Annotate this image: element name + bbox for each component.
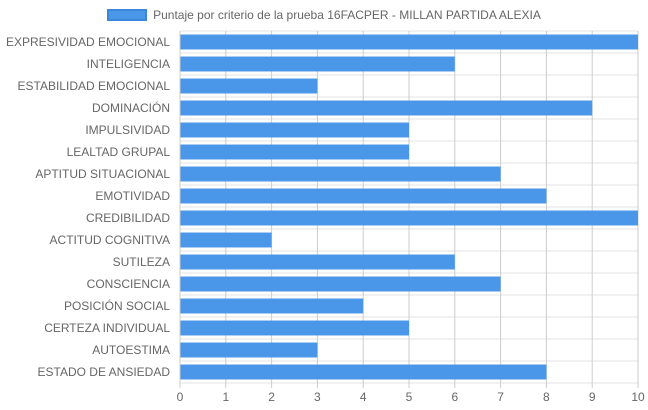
x-tick-label: 6 bbox=[451, 390, 458, 404]
bar[interactable] bbox=[180, 232, 272, 248]
legend[interactable]: Puntaje por criterio de la prueba 16FACP… bbox=[0, 6, 648, 24]
bar[interactable] bbox=[180, 78, 318, 94]
bar[interactable] bbox=[180, 34, 638, 50]
x-tick-label: 0 bbox=[177, 390, 184, 404]
x-tick-label: 7 bbox=[497, 390, 504, 404]
category-label: EXPRESIVIDAD EMOCIONAL bbox=[6, 35, 170, 49]
category-label: POSICIÓN SOCIAL bbox=[64, 298, 170, 313]
category-label: CERTEZA INDIVIDUAL bbox=[44, 321, 170, 335]
category-label: ESTADO DE ANSIEDAD bbox=[38, 365, 171, 379]
bar[interactable] bbox=[180, 276, 501, 292]
bar[interactable] bbox=[180, 188, 547, 204]
bar[interactable] bbox=[180, 122, 409, 138]
bar[interactable] bbox=[180, 364, 547, 380]
category-label: INTELIGENCIA bbox=[87, 57, 170, 71]
x-tick-label: 8 bbox=[543, 390, 550, 404]
bar[interactable] bbox=[180, 342, 318, 358]
category-label: IMPULSIVIDAD bbox=[85, 123, 170, 137]
x-tick-label: 3 bbox=[314, 390, 321, 404]
bar[interactable] bbox=[180, 254, 455, 270]
category-label: CONSCIENCIA bbox=[87, 277, 170, 291]
x-tick-label: 5 bbox=[406, 390, 413, 404]
category-label: DOMINACIÓN bbox=[92, 100, 170, 115]
x-tick-label: 2 bbox=[268, 390, 275, 404]
x-tick-label: 4 bbox=[360, 390, 367, 404]
category-label: ACTITUD COGNITIVA bbox=[50, 233, 170, 247]
bar[interactable] bbox=[180, 298, 364, 314]
category-label: CREDIBILIDAD bbox=[86, 211, 170, 225]
legend-label: Puntaje por criterio de la prueba 16FACP… bbox=[153, 8, 541, 22]
bar[interactable] bbox=[180, 210, 638, 226]
category-label: AUTOESTIMA bbox=[92, 343, 170, 357]
bar[interactable] bbox=[180, 56, 455, 72]
bar[interactable] bbox=[180, 144, 409, 160]
bar[interactable] bbox=[180, 100, 593, 116]
category-label: ESTABILIDAD EMOCIONAL bbox=[18, 79, 171, 93]
category-label: EMOTIVIDAD bbox=[95, 189, 170, 203]
bar[interactable] bbox=[180, 166, 501, 182]
category-label: SUTILEZA bbox=[113, 255, 170, 269]
x-tick-label: 9 bbox=[589, 390, 596, 404]
legend-swatch bbox=[107, 9, 148, 21]
x-tick-label: 1 bbox=[222, 390, 229, 404]
category-label: APTITUD SITUACIONAL bbox=[35, 167, 170, 181]
category-label: LEALTAD GRUPAL bbox=[67, 145, 171, 159]
bar[interactable] bbox=[180, 320, 409, 336]
x-tick-label: 10 bbox=[631, 390, 645, 404]
